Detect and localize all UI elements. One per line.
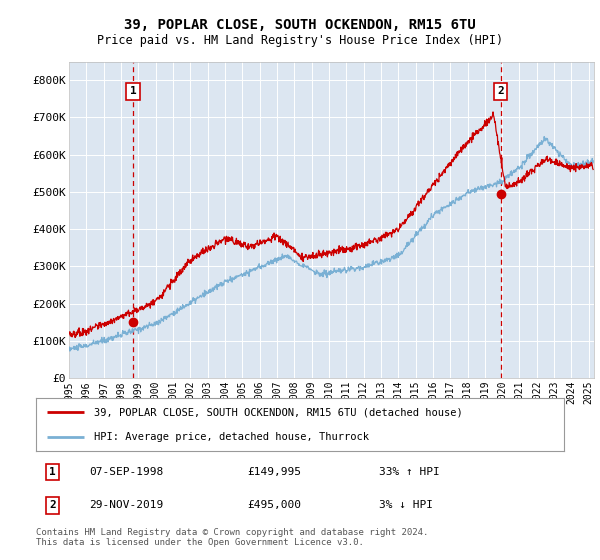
Text: 2: 2	[49, 501, 56, 511]
Text: 1: 1	[130, 86, 136, 96]
Text: Contains HM Land Registry data © Crown copyright and database right 2024.
This d: Contains HM Land Registry data © Crown c…	[36, 528, 428, 547]
Text: 1: 1	[49, 467, 56, 477]
Text: 3% ↓ HPI: 3% ↓ HPI	[379, 501, 433, 511]
Text: 39, POPLAR CLOSE, SOUTH OCKENDON, RM15 6TU (detached house): 39, POPLAR CLOSE, SOUTH OCKENDON, RM15 6…	[94, 408, 463, 418]
Text: Price paid vs. HM Land Registry's House Price Index (HPI): Price paid vs. HM Land Registry's House …	[97, 34, 503, 46]
Text: £495,000: £495,000	[247, 501, 301, 511]
Text: 07-SEP-1998: 07-SEP-1998	[89, 467, 163, 477]
Text: 29-NOV-2019: 29-NOV-2019	[89, 501, 163, 511]
Text: 39, POPLAR CLOSE, SOUTH OCKENDON, RM15 6TU: 39, POPLAR CLOSE, SOUTH OCKENDON, RM15 6…	[124, 18, 476, 32]
Text: HPI: Average price, detached house, Thurrock: HPI: Average price, detached house, Thur…	[94, 432, 369, 442]
Text: 2: 2	[497, 86, 504, 96]
Text: 33% ↑ HPI: 33% ↑ HPI	[379, 467, 440, 477]
Text: £149,995: £149,995	[247, 467, 301, 477]
